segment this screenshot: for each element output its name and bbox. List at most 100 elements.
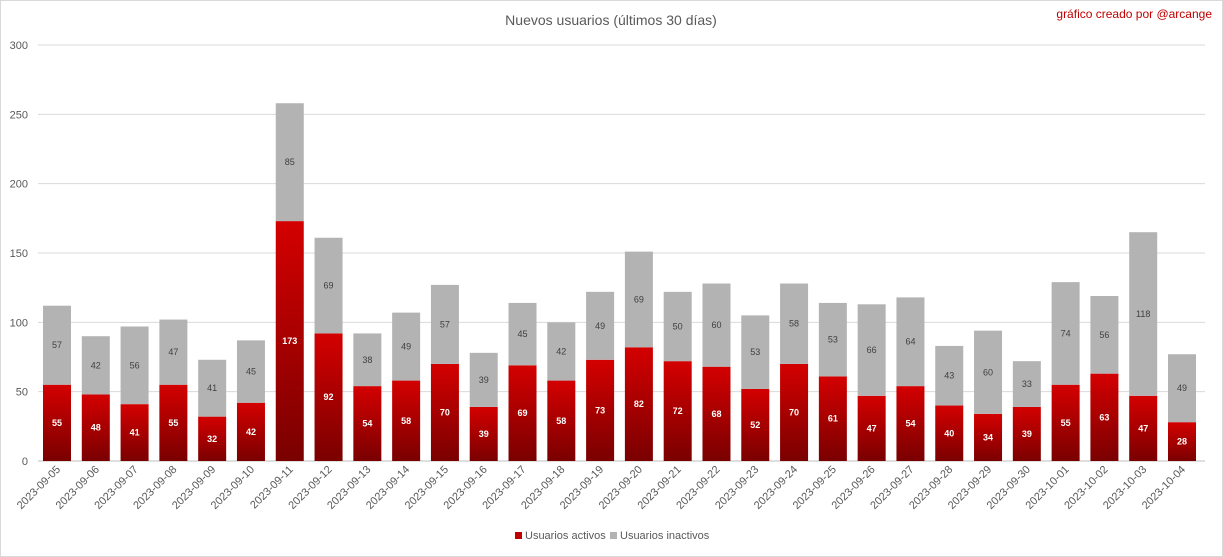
data-label: 45 <box>246 367 256 377</box>
bar-inactive <box>275 103 304 222</box>
data-label: 69 <box>634 294 644 304</box>
bar-inactive <box>314 237 343 334</box>
bar-inactive <box>1090 295 1119 374</box>
data-label: 82 <box>634 399 644 409</box>
bar-active <box>857 395 886 461</box>
bar-active <box>392 380 421 461</box>
data-label: 54 <box>362 419 372 429</box>
bar-inactive <box>935 345 964 406</box>
bar-inactive <box>469 352 498 407</box>
data-label: 40 <box>944 428 954 438</box>
legend-label-active: Usuarios activos <box>525 530 606 542</box>
data-label: 58 <box>789 319 799 329</box>
data-label: 33 <box>1022 379 1032 389</box>
data-label: 66 <box>867 345 877 355</box>
bar-inactive <box>741 315 770 389</box>
y-tick-label: 100 <box>10 317 28 329</box>
data-label: 39 <box>1022 429 1032 439</box>
bar-active <box>81 394 110 461</box>
bar-active <box>1129 395 1158 461</box>
data-label: 47 <box>1138 423 1148 433</box>
y-tick-label: 150 <box>10 248 28 260</box>
bar-inactive <box>624 251 653 348</box>
bar-inactive <box>702 283 731 367</box>
data-label: 49 <box>401 342 411 352</box>
bar-inactive <box>663 291 692 362</box>
bar-inactive <box>430 284 459 364</box>
bar-inactive <box>974 330 1003 414</box>
data-label: 49 <box>1177 383 1187 393</box>
data-label: 52 <box>750 420 760 430</box>
data-label: 73 <box>595 405 605 415</box>
bar-inactive <box>392 312 421 381</box>
bar-active <box>43 384 71 461</box>
data-label: 49 <box>595 321 605 331</box>
data-label: 53 <box>828 335 838 345</box>
legend-swatch-active <box>515 532 522 539</box>
data-label: 38 <box>362 355 372 365</box>
bar-inactive <box>857 304 886 396</box>
bar-inactive <box>1012 361 1041 407</box>
bar-active <box>586 359 615 461</box>
data-label: 42 <box>246 427 256 437</box>
data-label: 45 <box>518 329 528 339</box>
bar-active <box>1090 373 1119 461</box>
data-label: 42 <box>556 346 566 356</box>
bar-inactive <box>1129 232 1158 396</box>
data-label: 47 <box>168 347 178 357</box>
data-label: 50 <box>673 321 683 331</box>
y-tick-label: 200 <box>10 179 28 191</box>
data-label: 39 <box>479 375 489 385</box>
bar-active <box>1168 422 1196 461</box>
y-tick-label: 0 <box>22 456 28 468</box>
data-label: 173 <box>282 336 297 346</box>
data-label: 60 <box>983 367 993 377</box>
bar-inactive <box>547 322 576 381</box>
data-label: 58 <box>556 416 566 426</box>
bar-active <box>1012 406 1041 461</box>
legend-swatch-inactive <box>610 532 617 539</box>
bar-active <box>896 386 925 461</box>
bar-active <box>702 366 731 461</box>
data-label: 64 <box>905 337 915 347</box>
y-tick-label: 50 <box>16 387 28 399</box>
data-label: 47 <box>867 423 877 433</box>
data-label: 58 <box>401 416 411 426</box>
bar-active <box>547 380 576 461</box>
bar-active <box>469 406 498 461</box>
data-label: 69 <box>324 281 334 291</box>
bar-inactive <box>43 305 71 385</box>
data-label: 42 <box>91 360 101 370</box>
data-label: 55 <box>168 418 178 428</box>
bar-inactive <box>508 302 537 366</box>
bar-active <box>935 405 964 461</box>
data-label: 63 <box>1099 412 1109 422</box>
data-label: 32 <box>207 434 217 444</box>
data-label: 57 <box>52 340 62 350</box>
bar-inactive <box>353 333 382 387</box>
data-label: 34 <box>983 432 993 442</box>
data-label: 55 <box>1061 418 1071 428</box>
bar-inactive <box>896 297 925 387</box>
data-label: 28 <box>1177 437 1187 447</box>
data-label: 74 <box>1061 328 1071 338</box>
bar-active <box>663 361 692 461</box>
bar-inactive <box>1051 282 1080 385</box>
bar-inactive <box>198 359 227 417</box>
data-label: 68 <box>711 409 721 419</box>
data-label: 118 <box>1136 309 1150 319</box>
bar-inactive <box>236 340 265 403</box>
data-label: 72 <box>673 406 683 416</box>
data-label: 48 <box>91 423 101 433</box>
data-label: 61 <box>828 414 838 424</box>
data-label: 69 <box>518 408 528 418</box>
data-label: 53 <box>750 347 760 357</box>
bar-active <box>974 413 1003 461</box>
bar-inactive <box>1168 354 1196 423</box>
bar-active <box>159 384 188 461</box>
data-label: 55 <box>52 418 62 428</box>
legend: Usuarios activos Usuarios inactivos <box>515 530 710 542</box>
data-label: 85 <box>285 157 295 167</box>
